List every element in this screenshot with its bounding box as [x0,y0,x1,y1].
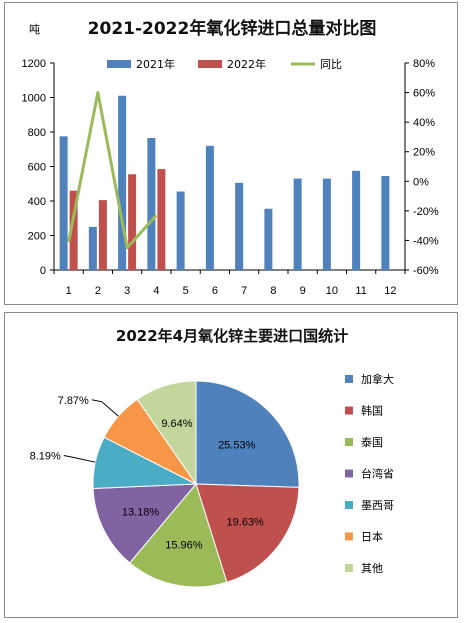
legend-swatch [345,532,353,541]
x-tick-label: 11 [355,285,366,297]
legend-swatch [345,501,353,509]
pie-value-label: 8.19% [30,451,61,463]
x-tick-label: 2 [95,285,101,297]
legend-swatch [345,438,353,446]
bar-2021-5 [176,191,185,270]
y2-tick-label: 80% [413,58,435,70]
y-tick-label: 600 [28,162,46,174]
x-tick-label: 9 [300,285,306,297]
legend-label: 2022年 [227,57,266,71]
chart-title: 2021-2022年氧化锌进口总量对比图 [88,18,377,39]
legend-label: 同比 [320,58,342,71]
y2-tick-label: 0% [413,176,429,188]
pie-slice-3 [129,482,228,588]
y-tick-label: 1000 [22,93,46,105]
y2-tick-label: -20% [413,206,439,218]
bar-line-chart-panel: 2021-2022年氧化锌进口总量对比图吨 0 200 400 600 800 1000 12… [4,2,458,305]
bar-2021-12 [381,175,390,270]
bar-2021-2 [88,226,97,270]
x-tick-label: 10 [326,285,338,297]
leader-line [63,455,96,463]
y2-tick-label: -60% [413,265,439,277]
x-tick-label: 3 [124,285,130,297]
y2-tick-label: 20% [413,147,435,159]
legend-label: 韩国 [361,404,383,418]
legend-label: 泰国 [361,435,383,449]
x-tick-label: 12 [384,285,396,297]
x-tick-label: 1 [66,285,72,297]
y-tick-label: 1200 [22,58,46,70]
legend-swatch [345,375,353,383]
pie-chart-panel: 2022年4月氧化锌主要进口国统计 25.53% 19.63% 15.96% 13.18… [4,312,458,618]
legend-swatch [345,469,353,478]
bar-2021-1 [59,136,68,270]
pie-value-label: 19.63% [227,516,265,528]
legend-label: 台湾省 [361,467,394,481]
bar-line-chart: 2021-2022年氧化锌进口总量对比图吨0200400600800100012… [22,18,439,297]
legend-label: 墨西哥 [361,499,394,512]
legend-swatch [345,564,353,572]
legend-label: 加拿大 [361,372,394,386]
pie-value-label: 7.87% [58,395,89,407]
pie-slice-4 [92,483,198,564]
bar-2021-4 [147,138,156,270]
pie-value-label: 15.96% [165,540,203,552]
legend-label: 2021年 [136,57,175,71]
bar-2022-3 [128,174,137,270]
y2-tick-label: 40% [413,117,435,129]
x-tick-label: 6 [212,285,218,297]
y-axis-label: 吨 [29,23,40,36]
bar-2021-6 [205,145,214,270]
bar-2022-2 [98,200,107,270]
legend-label: 日本 [361,530,383,544]
legend-swatch [198,60,222,68]
bar-2021-9 [293,178,302,270]
x-tick-label: 4 [153,285,159,297]
y2-tick-label: 60% [413,88,435,100]
chart-title: 2022年4月氧化锌主要进口国统计 [116,327,348,345]
bar-2021-3 [118,95,127,271]
pie-slice-1 [195,380,300,488]
pie-value-label: 9.64% [161,418,192,430]
line-yoy-series [67,91,158,250]
bar-2022-1 [69,190,78,270]
bar-2021-8 [264,208,273,270]
bar-2022-4 [157,169,166,270]
x-tick-label: 7 [241,285,247,297]
bar-2021-11 [352,170,361,270]
y2-tick-label: -40% [413,235,439,247]
legend-swatch [345,406,353,415]
pie-slice-2 [195,483,300,583]
y-tick-label: 400 [28,196,46,208]
pie-value-label: 25.53% [218,440,256,452]
pie-slice-7 [136,380,197,486]
legend-label: 其他 [361,562,383,575]
y-tick-label: 200 [28,231,46,243]
y-tick-label: 0 [40,265,46,277]
legend-swatch [107,60,131,68]
x-tick-label: 5 [183,285,189,297]
x-tick-label: 8 [270,285,276,297]
pie-chart: 2022年4月氧化锌主要进口国统计 25.53% 19.63% 15.96% 13.18… [30,327,394,588]
y-tick-label: 800 [28,127,46,139]
bar-2021-7 [235,182,244,270]
leader-line [91,399,119,417]
bar-2021-10 [322,178,331,270]
pie-value-label: 13.18% [122,506,160,518]
